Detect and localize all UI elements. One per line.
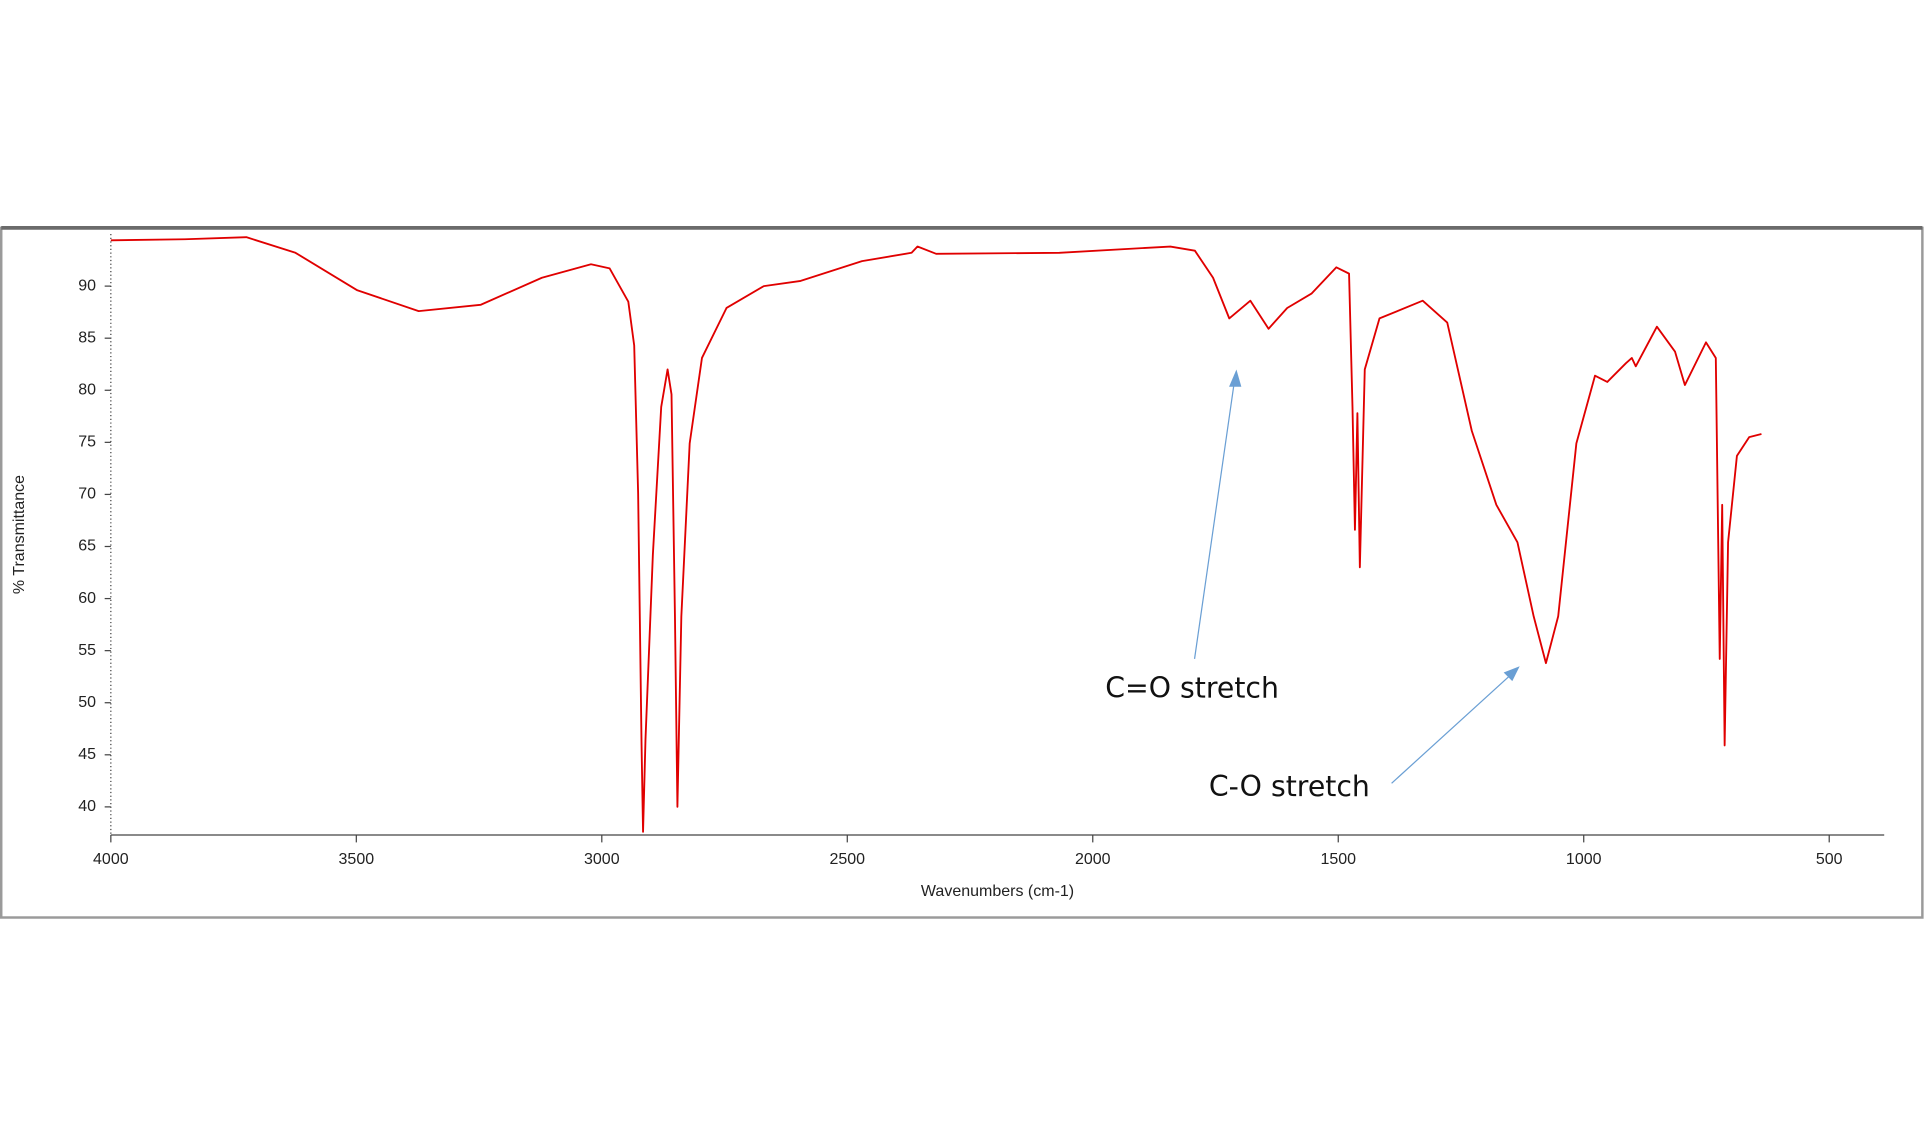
y-tick-label: 60 <box>78 590 96 607</box>
y-tick-label: 45 <box>78 746 96 763</box>
x-tick-label: 4000 <box>93 851 129 868</box>
y-tick-label: 65 <box>78 538 96 555</box>
x-tick-label: 1000 <box>1566 851 1602 868</box>
y-tick-label: 40 <box>78 798 96 815</box>
x-tick-label: 2000 <box>1075 851 1111 868</box>
annotation: C=O stretch <box>1105 672 1279 705</box>
arrow-head <box>1229 369 1242 387</box>
x-tick-label: 3000 <box>584 851 620 868</box>
annotation: C-O stretch <box>1209 770 1370 803</box>
y-tick-label: 70 <box>78 486 96 503</box>
arrow-head <box>1503 666 1520 682</box>
y-tick-label: 90 <box>78 277 96 294</box>
x-tick-label: 3500 <box>339 851 375 868</box>
window-frame <box>0 226 1924 919</box>
spectrum-line <box>110 236 1762 833</box>
y-tick-label: 80 <box>78 381 96 398</box>
y-axis-label: % Transmittance <box>11 475 28 594</box>
annotation-arrow <box>1193 375 1236 659</box>
y-tick-label: 85 <box>78 329 96 346</box>
x-tick-label: 2500 <box>829 851 865 868</box>
y-tick-label: 55 <box>78 642 96 659</box>
annotation-arrow <box>1391 670 1516 784</box>
x-tick-label: 1500 <box>1320 851 1356 868</box>
y-tick-label: 50 <box>78 694 96 711</box>
x-axis-label: Wavenumbers (cm-1) <box>921 883 1074 900</box>
x-tick-label: 500 <box>1816 851 1843 868</box>
y-tick-label: 75 <box>78 434 96 451</box>
